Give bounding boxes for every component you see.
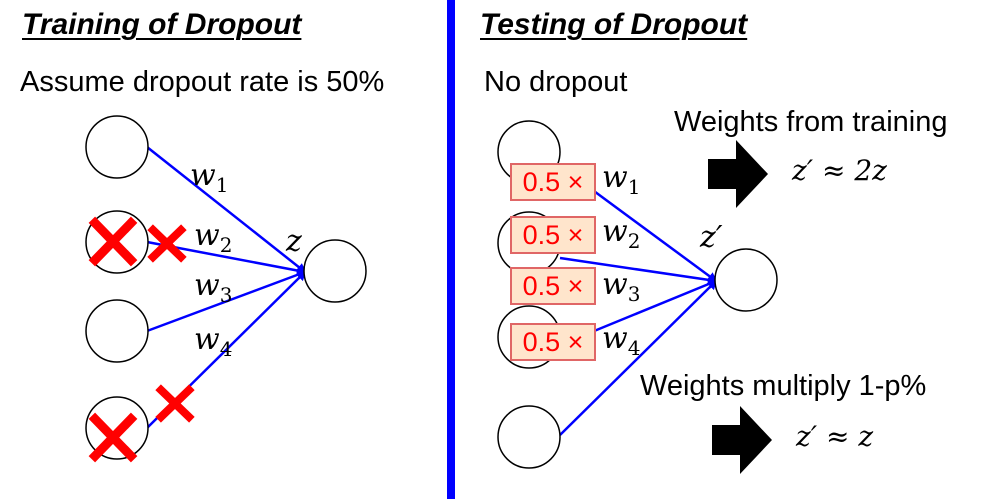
factor-box-w1: 0.5 ×	[510, 163, 596, 201]
edge-w4-test	[559, 279, 718, 436]
factor-box-w2: 0.5 ×	[510, 216, 596, 254]
lower-formula: z′ ≈ z	[796, 420, 874, 453]
cross-icon-edge-2	[147, 224, 187, 263]
edge-w2-test	[559, 256, 718, 285]
input-node-3-train	[85, 299, 149, 363]
arrow-right-icon-upper	[708, 140, 768, 208]
cross-icon-edge-4	[155, 384, 195, 423]
weights-from-training-caption: Weights from training	[674, 106, 948, 138]
input-node-1-train	[85, 115, 149, 179]
output-node-train	[303, 239, 367, 303]
output-node-test	[714, 248, 778, 312]
cross-icon-node-2	[88, 216, 138, 267]
upper-formula: z′ ≈ 2z	[792, 154, 887, 187]
arrow-right-icon-lower	[712, 406, 772, 474]
testing-heading: Testing of Dropout	[480, 8, 748, 41]
output-label-z: z	[286, 224, 302, 259]
factor-box-w3: 0.5 ×	[510, 267, 596, 305]
input-node-4-test	[497, 405, 561, 469]
edge-w1-train	[146, 146, 307, 274]
cross-icon-node-4	[88, 412, 138, 463]
weight-label-w2-test: w2	[602, 214, 641, 253]
panel-divider	[447, 0, 455, 499]
output-label-z-prime: z′	[700, 220, 723, 255]
factor-box-w4: 0.5 ×	[510, 323, 596, 361]
weight-label-w1-train: w1	[190, 158, 229, 197]
weight-label-w2-train: w2	[194, 218, 233, 257]
weight-label-w1-test: w1	[602, 160, 641, 199]
training-heading: Training of Dropout	[22, 8, 302, 41]
weight-label-w4-train: w4	[194, 322, 233, 361]
weights-multiply-caption: Weights multiply 1-p%	[640, 370, 927, 402]
no-dropout-note: No dropout	[484, 66, 628, 98]
dropout-rate-note: Assume dropout rate is 50%	[20, 66, 385, 98]
edge-w3-train	[146, 270, 307, 333]
weight-label-w3-test: w3	[602, 267, 641, 306]
weight-label-w4-test: w4	[602, 321, 641, 360]
weight-label-w3-train: w3	[194, 268, 233, 307]
